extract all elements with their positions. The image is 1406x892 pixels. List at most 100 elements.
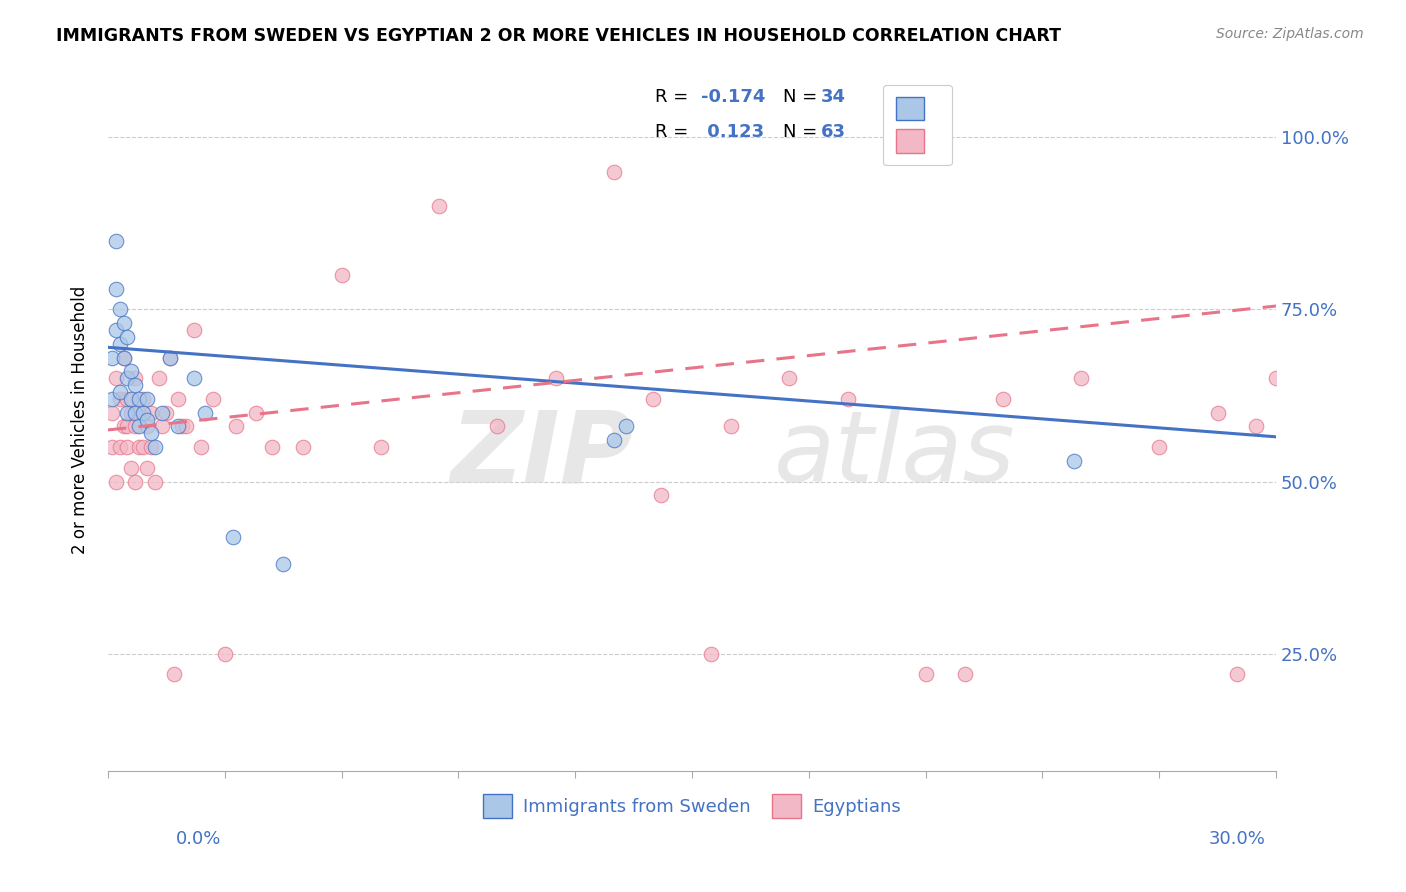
Point [214, 647, 236, 661]
Point [614, 419, 637, 434]
Point [159, 351, 181, 365]
Point [117, 440, 139, 454]
Point [159, 351, 181, 365]
Point [1226, 667, 1249, 681]
Point [112, 351, 135, 365]
Point [120, 460, 142, 475]
Point [104, 323, 127, 337]
Point [124, 406, 146, 420]
Point [271, 557, 294, 571]
Point [155, 406, 177, 420]
Point [486, 419, 509, 434]
Point [167, 392, 190, 406]
Point [370, 440, 392, 454]
Point [993, 392, 1015, 406]
Text: R =: R = [655, 87, 693, 105]
Point [128, 440, 150, 454]
Point [1063, 454, 1085, 468]
Point [202, 392, 225, 406]
Point [167, 419, 190, 434]
Point [128, 406, 150, 420]
Point [104, 234, 127, 248]
Point [101, 351, 124, 365]
Point [603, 434, 626, 448]
Point [183, 371, 205, 385]
Point [108, 392, 131, 406]
Point [544, 371, 567, 385]
Point [700, 647, 723, 661]
Point [837, 392, 859, 406]
Point [1206, 406, 1229, 420]
Point [953, 667, 976, 681]
Point [135, 419, 157, 434]
Point [427, 199, 450, 213]
Point [112, 419, 135, 434]
Point [194, 406, 217, 420]
Point [132, 406, 155, 420]
Point [124, 371, 146, 385]
Point [291, 440, 314, 454]
Text: 63: 63 [821, 123, 845, 141]
Point [101, 406, 124, 420]
Text: ZIP: ZIP [450, 406, 634, 503]
Point [778, 371, 800, 385]
Point [163, 667, 186, 681]
Point [120, 406, 142, 420]
Point [330, 268, 353, 282]
Point [190, 440, 212, 454]
Y-axis label: 2 or more Vehicles in Household: 2 or more Vehicles in Household [72, 285, 89, 554]
Legend: Immigrants from Sweden, Egyptians: Immigrants from Sweden, Egyptians [477, 788, 908, 825]
Point [117, 330, 139, 344]
Point [914, 667, 936, 681]
Point [128, 419, 150, 434]
Text: N =: N = [783, 123, 823, 141]
Point [104, 475, 127, 489]
Point [124, 475, 146, 489]
Point [135, 392, 157, 406]
Point [101, 440, 124, 454]
Point [104, 282, 127, 296]
Point [260, 440, 283, 454]
Point [221, 530, 243, 544]
Point [108, 385, 131, 400]
Point [135, 460, 157, 475]
Point [139, 440, 162, 454]
Point [128, 392, 150, 406]
Point [245, 406, 267, 420]
Point [117, 419, 139, 434]
Point [139, 426, 162, 441]
Text: -0.174: -0.174 [702, 87, 766, 105]
Point [108, 440, 131, 454]
Point [225, 419, 247, 434]
Text: 0.0%: 0.0% [176, 830, 221, 847]
Point [124, 378, 146, 392]
Point [132, 392, 155, 406]
Point [135, 412, 157, 426]
Point [720, 419, 742, 434]
Point [120, 364, 142, 378]
Point [170, 419, 193, 434]
Point [117, 371, 139, 385]
Point [1265, 371, 1288, 385]
Text: 34: 34 [821, 87, 845, 105]
Point [112, 351, 135, 365]
Text: atlas: atlas [773, 406, 1015, 503]
Point [143, 475, 166, 489]
Point [104, 371, 127, 385]
Point [650, 488, 672, 502]
Text: 30.0%: 30.0% [1209, 830, 1265, 847]
Point [108, 337, 131, 351]
Point [1284, 440, 1306, 454]
Text: IMMIGRANTS FROM SWEDEN VS EGYPTIAN 2 OR MORE VEHICLES IN HOUSEHOLD CORRELATION C: IMMIGRANTS FROM SWEDEN VS EGYPTIAN 2 OR … [56, 27, 1062, 45]
Point [112, 316, 135, 330]
Point [132, 440, 155, 454]
Point [120, 392, 142, 406]
Point [139, 406, 162, 420]
Point [603, 165, 626, 179]
Point [117, 406, 139, 420]
Text: N =: N = [783, 87, 823, 105]
Point [124, 419, 146, 434]
Point [117, 392, 139, 406]
Point [108, 302, 131, 317]
Point [143, 440, 166, 454]
